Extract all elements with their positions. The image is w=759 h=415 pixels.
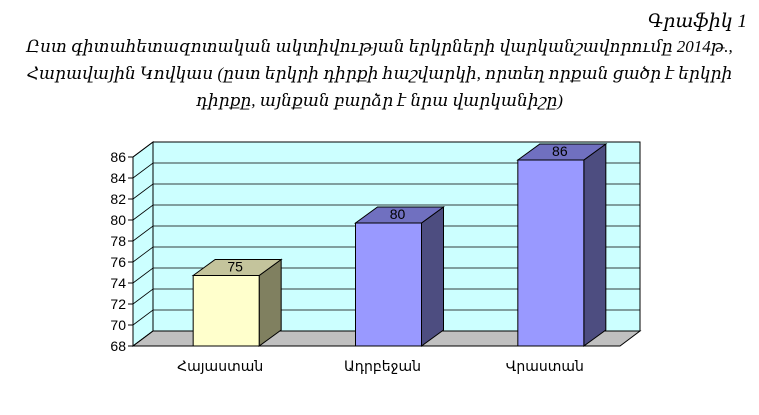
- data-label: 80: [390, 206, 406, 222]
- y-tick-label: 74: [110, 275, 126, 291]
- gridline: [132, 204, 640, 221]
- figure-label: Գրաֆիկ 1: [647, 11, 747, 32]
- bar: [192, 275, 260, 347]
- gridline: [132, 141, 640, 158]
- data-label: 86: [552, 143, 568, 159]
- x-tick-label: Վրաստան: [506, 358, 584, 374]
- gridline: [132, 162, 640, 179]
- chart-title-line-3: դիրքը, այնքան բարձր է նրա վարկանիշը): [196, 91, 563, 110]
- y-tick-label: 86: [110, 149, 126, 165]
- y-tick-label: 76: [110, 254, 126, 270]
- gridline: [132, 330, 640, 347]
- x-tick-label: Հայաստան: [177, 358, 263, 374]
- y-tick-label: 78: [110, 233, 126, 249]
- bar: [355, 222, 422, 347]
- gridline: [132, 183, 640, 200]
- bar-side: [421, 206, 444, 347]
- side-wall: [132, 141, 154, 347]
- y-tick-label: 70: [110, 317, 126, 333]
- gridline: [132, 267, 640, 284]
- chart-title-line-2: Հարավային Կովկաս (ըստ երկրի դիրքի հաշվար…: [26, 64, 733, 83]
- y-tick-label: 84: [110, 170, 126, 186]
- y-tick-label: 68: [110, 338, 126, 354]
- y-tick-label: 82: [110, 191, 126, 207]
- bar: [517, 159, 585, 347]
- chart-title-line-1: Ըստ գիտահետազոտական ակտիվության երկրների…: [26, 37, 733, 56]
- data-label: 75: [227, 259, 243, 275]
- gridline: [132, 225, 640, 242]
- gridline: [132, 309, 640, 326]
- x-tick-label: Ադրբեջան: [344, 358, 421, 374]
- y-tick-label: 72: [110, 296, 126, 312]
- y-tick-label: 80: [110, 212, 126, 228]
- bar-side: [583, 143, 607, 347]
- gridline: [132, 288, 640, 305]
- gridline: [132, 246, 640, 263]
- chart-title: Ըստ գիտահետազոտական ակտիվության երկրների…: [0, 33, 759, 114]
